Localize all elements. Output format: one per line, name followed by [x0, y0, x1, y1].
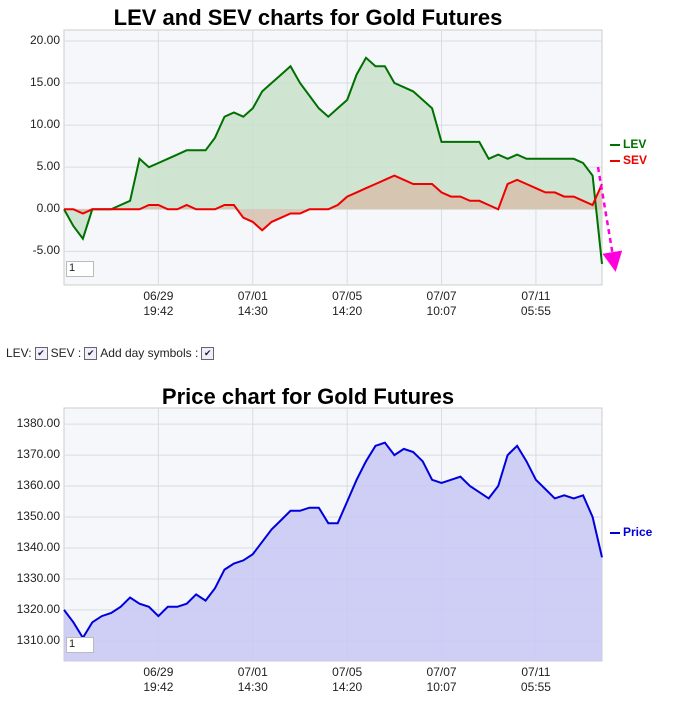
- area: [64, 57, 602, 264]
- line: [64, 174, 603, 232]
- trend-arrow: [596, 166, 623, 272]
- range-input[interactable]: 1: [66, 261, 94, 277]
- y-tick-label: 1360.00: [16, 478, 60, 493]
- y-tick-label: 5.00: [36, 159, 60, 174]
- x-tick-label: 06/29 19:42: [143, 665, 174, 694]
- y-tick-label: 1350.00: [16, 509, 60, 523]
- sev-label: SEV :: [50, 346, 82, 360]
- line: [63, 441, 603, 640]
- y-tick-label: 1370.00: [16, 447, 60, 462]
- legend-label: Price: [623, 525, 653, 539]
- x-tick-label: 07/05 14:20: [332, 665, 363, 694]
- line: [63, 56, 603, 265]
- y-tick-label: 1320.00: [16, 601, 60, 616]
- chart-title: LEV and SEV charts for Gold Futures: [113, 5, 503, 30]
- x-tick-label: 07/07 10:07: [426, 665, 457, 694]
- y-tick-label: -5.00: [32, 243, 60, 258]
- y-tick-label: 10.00: [29, 117, 60, 132]
- lev-checkbox[interactable]: ✔: [34, 346, 48, 360]
- x-tick-label: 07/01 14:30: [237, 289, 268, 318]
- area: [64, 442, 602, 661]
- y-tick-label: 0.00: [36, 201, 60, 216]
- x-tick-label: 07/05 14:20: [332, 289, 363, 318]
- x-tick-label: 07/11 05:55: [520, 665, 551, 694]
- y-tick-label: 1380.00: [16, 416, 60, 431]
- day-label: Add day symbols :: [100, 346, 199, 360]
- y-tick-label: 1310.00: [16, 632, 60, 647]
- legend-label: LEV: [623, 137, 647, 151]
- y-tick-label: 1330.00: [16, 570, 60, 585]
- range-input[interactable]: 1: [66, 637, 94, 653]
- x-tick-label: 07/01 14:30: [237, 665, 268, 694]
- x-tick-label: 07/07 10:07: [426, 289, 457, 318]
- y-tick-label: 15.00: [29, 75, 60, 90]
- y-tick-label: 20.00: [29, 32, 60, 47]
- sev-checkbox[interactable]: ✔: [84, 346, 98, 360]
- lev-label: LEV:: [6, 346, 32, 360]
- y-tick-label: 1340.00: [16, 539, 60, 554]
- x-tick-label: 07/11 05:55: [520, 289, 551, 318]
- controls: LEV: ✔ SEV : ✔ Add day symbols : ✔: [6, 346, 215, 360]
- x-tick-label: 06/29 19:42: [143, 289, 174, 318]
- chart-title: Price chart for Gold Futures: [161, 384, 455, 409]
- legend-label: SEV: [623, 153, 648, 167]
- day-checkbox[interactable]: ✔: [201, 346, 215, 360]
